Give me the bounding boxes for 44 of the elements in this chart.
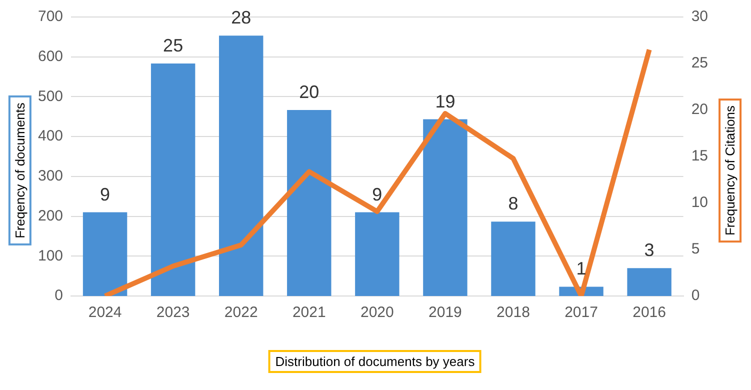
- bar: [150, 64, 196, 296]
- y-tick-label: 400: [38, 128, 64, 145]
- y-tick-label: 100: [38, 247, 64, 264]
- y-tick-label: 600: [38, 48, 64, 65]
- x-axis-title: Distribution of documents by years: [268, 350, 482, 373]
- x-tick-label: 2021: [292, 304, 326, 322]
- bar: [491, 222, 536, 296]
- x-tick-label: 2019: [428, 304, 462, 322]
- data-label: 28: [231, 8, 252, 28]
- data-label: 9: [100, 184, 110, 204]
- bar: [355, 212, 400, 296]
- x-tick-label: 2018: [496, 304, 530, 322]
- x-tick-label: 2022: [224, 304, 258, 322]
- y-tick-label: 700: [38, 8, 64, 26]
- data-label: 20: [299, 82, 320, 102]
- y2-tick-label: 20: [691, 101, 708, 118]
- y-tick-label: 0: [54, 287, 64, 304]
- data-label: 8: [508, 194, 518, 214]
- y-tick-label: 500: [38, 88, 64, 105]
- bar: [423, 119, 468, 296]
- x-tick-label: 2024: [88, 304, 122, 322]
- y2-tick-label: 0: [691, 287, 700, 304]
- data-label: 25: [163, 35, 184, 56]
- y-tick-label: 200: [38, 207, 64, 224]
- bar: [287, 110, 332, 296]
- y-tick-label: 300: [38, 168, 64, 185]
- x-tick-label: 2017: [564, 304, 598, 322]
- data-label: 9: [372, 184, 382, 204]
- y2-tick-label: 5: [691, 240, 700, 258]
- x-tick-label: 2020: [360, 304, 394, 322]
- y2-tick-label: 10: [691, 194, 708, 212]
- y-axis-title: Freqency of documents: [8, 95, 32, 245]
- data-label: 1: [576, 258, 586, 279]
- x-tick-label: 2016: [632, 304, 666, 322]
- bar: [627, 268, 672, 296]
- data-label: 19: [435, 91, 456, 112]
- y2-tick-label: 30: [691, 8, 708, 26]
- bar: [218, 36, 264, 296]
- x-tick-label: 2023: [156, 304, 190, 322]
- bar: [82, 212, 128, 296]
- y2-axis-title: Frequency of Citations: [718, 98, 742, 242]
- y2-tick-label: 25: [691, 54, 708, 72]
- y2-tick-label: 15: [691, 148, 708, 165]
- data-label: 3: [644, 240, 654, 260]
